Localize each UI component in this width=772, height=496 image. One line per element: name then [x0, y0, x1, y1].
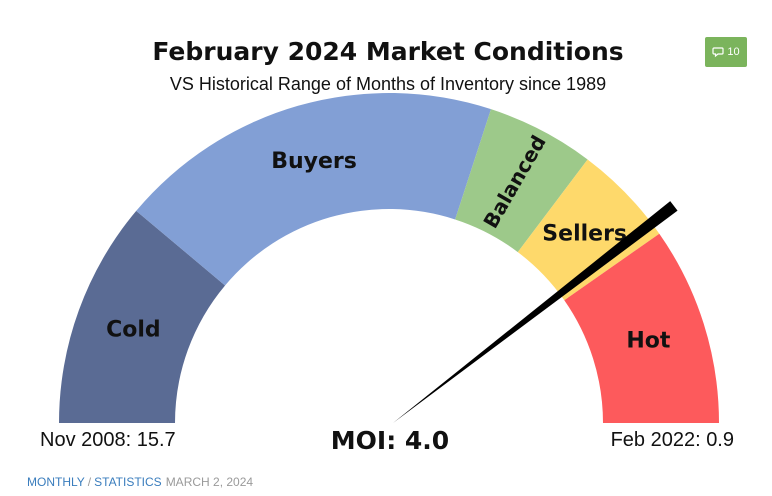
gauge-segment-label-hot: Hot — [626, 329, 671, 354]
gauge-segment-hot — [564, 233, 719, 423]
category-link-monthly[interactable]: MONTHLY — [27, 475, 85, 489]
scale-max-label: Nov 2008: 15.7 — [40, 429, 176, 451]
gauge-segment-label-cold: Cold — [106, 317, 161, 342]
gauge-segment-buyers — [136, 93, 491, 286]
post-meta: MONTHLY / STATISTICS MARCH 2, 2024 — [27, 475, 253, 489]
gauge-needle — [393, 201, 678, 423]
gauge-segment-cold — [59, 210, 226, 423]
comments-button[interactable]: 10 — [705, 37, 747, 67]
scale-min-label: Feb 2022: 0.9 — [611, 429, 734, 451]
category-link-statistics[interactable]: STATISTICS — [94, 475, 162, 489]
comment-count: 10 — [727, 46, 740, 58]
post-date: MARCH 2, 2024 — [165, 475, 254, 489]
gauge-segment-sellers — [517, 159, 660, 301]
chart-title: February 2024 Market Conditions — [152, 37, 623, 66]
gauge-segments — [59, 93, 719, 423]
category-separator: / — [87, 475, 92, 489]
gauge-segment-label-sellers: Sellers — [542, 222, 627, 247]
needle-value-label: MOI: 4.0 — [331, 426, 449, 455]
market-gauge-chart: February 2024 Market Conditions VS Histo… — [40, 37, 734, 455]
comment-icon — [712, 47, 724, 58]
gauge-segment-balanced — [455, 109, 588, 253]
gauge-segment-label-buyers: Buyers — [271, 149, 357, 174]
chart-subtitle: VS Historical Range of Months of Invento… — [170, 74, 606, 94]
